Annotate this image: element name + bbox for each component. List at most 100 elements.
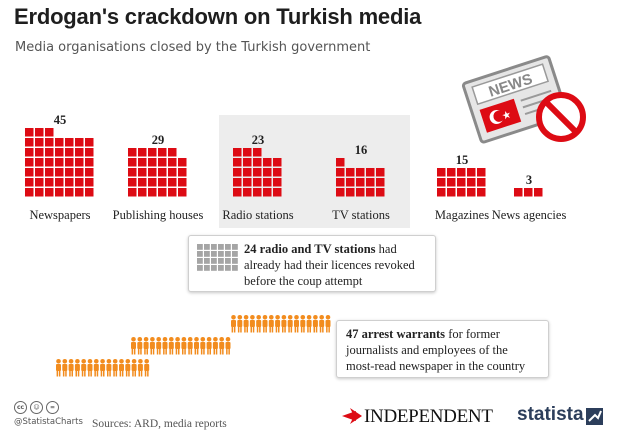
- square-icon: [138, 148, 147, 157]
- grey-square-icon: [232, 244, 238, 250]
- grey-square-icon: [211, 251, 217, 257]
- square-icon: [75, 188, 84, 197]
- square-icon: [45, 128, 54, 137]
- square-icon: [356, 188, 365, 197]
- square-icon: [85, 158, 94, 167]
- warrants-line3: most-read newspaper in the country: [346, 359, 526, 373]
- square-icon: [25, 188, 34, 197]
- square-icon: [148, 148, 157, 157]
- statista-logo[interactable]: statista: [517, 404, 584, 425]
- square-icon: [376, 188, 385, 197]
- licences-line3: before the coup attempt: [244, 274, 363, 288]
- person-icon: [225, 337, 231, 355]
- square-icon: [243, 168, 252, 177]
- square-icon: [376, 178, 385, 187]
- square-icon: [148, 158, 157, 167]
- square-icon: [346, 178, 355, 187]
- warrants-line2: journalists and employees of the: [346, 343, 508, 357]
- grey-square-icon: [218, 258, 224, 264]
- person-icon: [106, 359, 112, 377]
- square-icon: [178, 168, 187, 177]
- category-label: Publishing houses: [113, 208, 204, 222]
- square-icon: [158, 188, 167, 197]
- square-icon: [55, 168, 64, 177]
- square-icon: [35, 188, 44, 197]
- person-icon: [131, 359, 137, 377]
- square-icon: [148, 178, 157, 187]
- square-icon: [437, 178, 446, 187]
- square-icon: [253, 168, 262, 177]
- square-icon: [55, 158, 64, 167]
- person-icon: [194, 337, 199, 355]
- square-icon: [273, 168, 282, 177]
- square-icon: [55, 148, 64, 157]
- square-icon: [158, 168, 167, 177]
- person-icon: [319, 315, 325, 333]
- licences-line1: had: [375, 242, 397, 256]
- person-icon: [149, 337, 155, 355]
- square-icon: [477, 178, 486, 187]
- square-icon: [243, 178, 252, 187]
- square-icon: [178, 178, 187, 187]
- square-icon: [25, 148, 34, 157]
- square-icon: [233, 188, 242, 197]
- square-icon: [233, 158, 242, 167]
- licences-bold: 24 radio and TV stations: [244, 242, 376, 256]
- square-icon: [138, 188, 147, 197]
- cc-nd-icon[interactable]: =: [46, 401, 59, 414]
- square-icon: [233, 168, 242, 177]
- licences-callout: 24 radio and TV stations had already had…: [188, 235, 436, 292]
- square-icon: [128, 188, 137, 197]
- icon-column-publishing-houses: [128, 148, 187, 197]
- icon-column-newspapers: [25, 128, 94, 197]
- independent-logo[interactable]: INDEPENDENT: [364, 406, 493, 427]
- person-icon: [249, 315, 255, 333]
- square-icon: [65, 168, 74, 177]
- person-icon: [268, 315, 274, 333]
- person-icon: [237, 315, 243, 333]
- grey-square-icon: [204, 265, 210, 271]
- square-icon: [148, 188, 157, 197]
- grey-square-icon: [197, 265, 203, 271]
- square-icon: [25, 138, 34, 147]
- square-icon: [158, 178, 167, 187]
- square-icon: [336, 188, 345, 197]
- cc-icon[interactable]: cc: [14, 401, 27, 414]
- person-icon: [131, 337, 136, 355]
- person-icon: [62, 359, 68, 377]
- square-icon: [514, 188, 523, 197]
- person-icon: [175, 337, 181, 355]
- square-icon: [477, 168, 486, 177]
- grey-square-icon: [197, 244, 203, 250]
- person-icon: [74, 359, 80, 377]
- square-icon: [477, 188, 486, 197]
- square-icon: [65, 178, 74, 187]
- category-label: TV stations: [332, 208, 390, 222]
- grey-square-icon: [197, 258, 203, 264]
- cc-by-icon[interactable]: ☺: [30, 401, 43, 414]
- warrants-line1: for former: [445, 327, 500, 341]
- grey-square-icon: [225, 244, 231, 250]
- square-icon: [45, 178, 54, 187]
- square-icon: [253, 158, 262, 167]
- person-icon: [81, 359, 87, 377]
- square-icon: [45, 138, 54, 147]
- statista-handle[interactable]: @StatistaCharts: [14, 417, 83, 427]
- square-icon: [467, 168, 476, 177]
- square-icon: [128, 178, 137, 187]
- grey-square-icon: [204, 258, 210, 264]
- square-icon: [65, 188, 74, 197]
- square-icon: [273, 158, 282, 167]
- person-icon: [275, 315, 281, 333]
- person-icon: [287, 315, 293, 333]
- grey-square-icon: [232, 251, 238, 257]
- grey-square-icon: [218, 244, 224, 250]
- person-icon: [143, 337, 149, 355]
- square-icon: [35, 138, 44, 147]
- square-icon: [253, 148, 262, 157]
- person-icon: [187, 337, 193, 355]
- category-label: News agencies: [492, 208, 567, 222]
- person-icon: [112, 359, 118, 377]
